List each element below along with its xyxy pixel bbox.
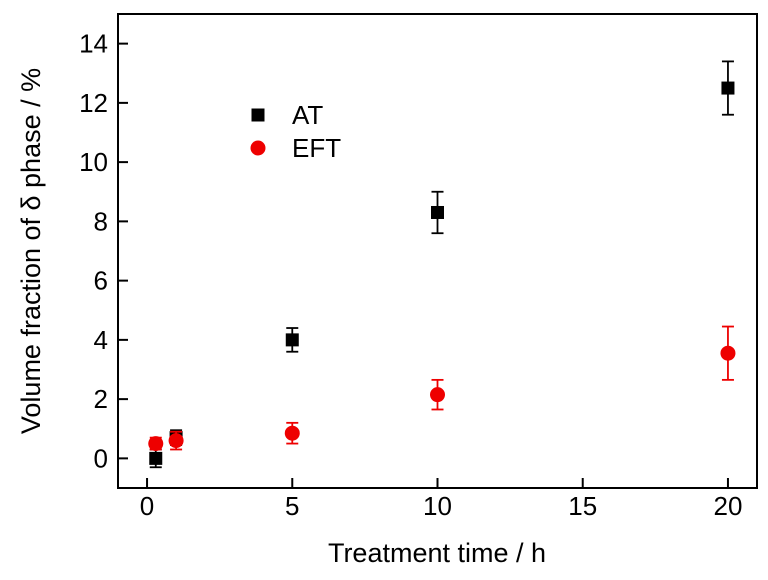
data-point-marker bbox=[720, 345, 736, 361]
y-tick-label: 4 bbox=[94, 325, 108, 355]
y-tick-label: 14 bbox=[79, 29, 108, 59]
data-point-marker bbox=[721, 81, 735, 95]
legend-label-at: AT bbox=[292, 100, 323, 130]
plot-background bbox=[118, 14, 757, 488]
y-axis-label: Volume fraction of δ phase / % bbox=[16, 68, 46, 434]
data-series bbox=[148, 60, 736, 469]
legend-marker-at bbox=[251, 108, 265, 122]
x-tick-label: 15 bbox=[568, 491, 597, 521]
data-point-marker bbox=[284, 425, 300, 441]
data-point-marker bbox=[168, 433, 184, 449]
x-tick-label: 10 bbox=[423, 491, 452, 521]
data-point-marker bbox=[285, 333, 299, 347]
data-point-marker bbox=[149, 451, 163, 465]
y-tick-label: 10 bbox=[79, 147, 108, 177]
x-axis-label: Treatment time / h bbox=[328, 538, 546, 568]
y-tick-label: 0 bbox=[94, 443, 108, 473]
data-point-marker bbox=[430, 387, 445, 403]
x-axis-ticks: 0 5 10 15 20 bbox=[140, 478, 742, 521]
plot-frame bbox=[117, 13, 758, 489]
legend-marker-eft bbox=[250, 140, 266, 156]
x-tick-label: 20 bbox=[713, 491, 742, 521]
x-tick-label: 0 bbox=[140, 491, 154, 521]
y-tick-label: 8 bbox=[94, 206, 108, 236]
data-point-marker bbox=[148, 436, 164, 452]
data-point-marker bbox=[431, 205, 444, 219]
y-tick-label: 6 bbox=[94, 266, 108, 296]
y-tick-label: 2 bbox=[94, 384, 108, 414]
y-tick-label: 12 bbox=[79, 88, 108, 118]
x-tick-label: 5 bbox=[285, 491, 299, 521]
series-eft bbox=[148, 325, 736, 452]
y-axis-ticks: 0 2 4 6 8 10 12 14 bbox=[79, 29, 128, 473]
legend-label-eft: EFT bbox=[292, 133, 341, 163]
